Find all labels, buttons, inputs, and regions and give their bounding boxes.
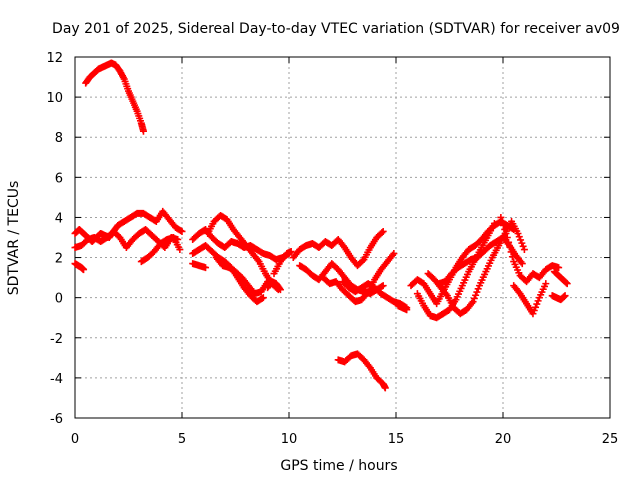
y-tick-label: 4 xyxy=(55,211,63,226)
data-point xyxy=(287,248,295,256)
data-point xyxy=(359,257,367,265)
data-point xyxy=(517,236,525,244)
data-point xyxy=(533,300,541,308)
data-point xyxy=(259,294,267,302)
x-axis-label: GPS time / hours xyxy=(280,458,397,474)
series-arc-20 xyxy=(413,219,498,322)
data-point xyxy=(276,286,284,294)
data-point xyxy=(490,219,498,227)
series-arc-8 xyxy=(189,260,210,272)
data-point xyxy=(258,294,266,302)
data-point xyxy=(505,238,513,246)
data-point xyxy=(379,282,387,290)
y-tick-label: 8 xyxy=(55,131,63,146)
data-point xyxy=(519,242,527,250)
data-point xyxy=(530,307,538,315)
data-point xyxy=(178,227,186,235)
data-point xyxy=(139,127,147,135)
series-arc-13 xyxy=(289,227,387,270)
y-tick-label: 10 xyxy=(46,91,63,106)
series-arc-23 xyxy=(497,213,563,286)
data-point xyxy=(508,253,516,261)
chart-title: Day 201 of 2025, Sidereal Day-to-day VTE… xyxy=(52,21,620,37)
data-point xyxy=(561,292,569,300)
series-arc-11 xyxy=(270,248,295,278)
data-point xyxy=(474,285,482,293)
data-point xyxy=(381,384,389,392)
data-point xyxy=(555,264,563,272)
data-point xyxy=(470,294,478,302)
data-point xyxy=(378,282,386,290)
series-arc-24 xyxy=(510,280,550,318)
y-tick-label: 12 xyxy=(46,51,63,66)
series-arc-18 xyxy=(394,302,411,314)
data-point xyxy=(520,246,528,254)
series-arc-10 xyxy=(212,254,272,298)
y-tick-label: -2 xyxy=(50,332,63,347)
data-points xyxy=(71,59,571,392)
y-tick-label: -4 xyxy=(50,372,63,387)
data-point xyxy=(472,291,480,299)
data-point xyxy=(514,229,522,237)
x-tick-label: 5 xyxy=(178,432,186,447)
data-point xyxy=(503,234,511,241)
data-point xyxy=(562,279,570,287)
series-arc-5 xyxy=(137,234,184,266)
y-axis-label: SDTVAR / TECUs xyxy=(6,181,22,296)
x-tick-label: 15 xyxy=(388,432,405,447)
series-arc-17 xyxy=(334,350,389,392)
data-point xyxy=(529,310,537,318)
data-point xyxy=(390,250,398,258)
data-point xyxy=(518,260,526,268)
series-arc-22 xyxy=(435,234,526,288)
data-point xyxy=(202,264,210,272)
data-point xyxy=(499,221,507,229)
x-tick-label: 25 xyxy=(602,432,619,447)
data-point xyxy=(560,292,568,300)
series-arc-26 xyxy=(548,292,569,304)
data-point xyxy=(532,303,540,311)
y-tick-label: -6 xyxy=(50,412,63,427)
data-point xyxy=(502,229,510,237)
data-point xyxy=(501,225,509,233)
data-point xyxy=(176,246,184,254)
series-arc-21 xyxy=(424,217,528,318)
series-arc-16 xyxy=(339,278,411,312)
data-point xyxy=(276,284,284,292)
data-point xyxy=(473,288,481,296)
data-point xyxy=(497,213,505,221)
series-arc-12 xyxy=(264,278,284,294)
data-point xyxy=(563,280,571,288)
data-point xyxy=(403,306,411,314)
axis-ticks: 0 5 10 15 20 25 -6 -4 -2 0 2 4 6 8 10 12 xyxy=(46,51,618,447)
y-tick-label: 0 xyxy=(55,292,63,307)
series-arc-1 xyxy=(82,59,147,135)
data-point xyxy=(378,229,386,237)
data-point xyxy=(469,298,477,306)
x-tick-label: 10 xyxy=(281,432,298,447)
series-arc-3 xyxy=(71,225,182,252)
data-point xyxy=(515,233,523,241)
data-point xyxy=(534,297,542,305)
x-tick-label: 0 xyxy=(71,432,79,447)
series-arc-4 xyxy=(71,260,88,274)
y-tick-label: 6 xyxy=(55,171,63,186)
data-point xyxy=(177,227,185,235)
data-point xyxy=(80,266,88,274)
y-tick-label: 2 xyxy=(55,252,63,267)
series-arc-25 xyxy=(550,268,571,288)
data-point xyxy=(542,280,550,288)
data-point xyxy=(498,217,506,225)
data-point xyxy=(506,243,514,251)
data-point xyxy=(379,227,387,235)
data-point xyxy=(507,248,515,256)
data-point xyxy=(518,239,526,247)
x-tick-label: 20 xyxy=(495,432,512,447)
plot-frame xyxy=(74,56,611,419)
